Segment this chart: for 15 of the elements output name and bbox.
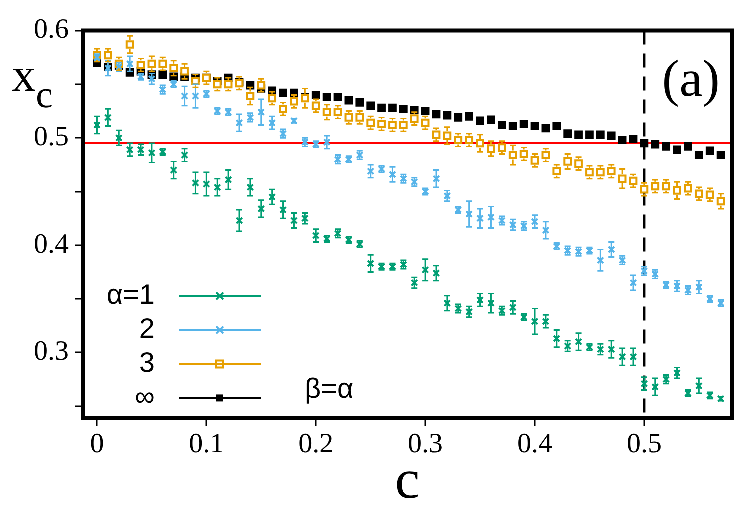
y-tick-label: 0.3 bbox=[34, 336, 69, 368]
legend-label: α=1 bbox=[106, 278, 155, 310]
legend-label: 3 bbox=[139, 346, 155, 378]
x-tick-label: 0.1 bbox=[189, 428, 224, 460]
x-tick-label: 0.5 bbox=[626, 428, 662, 460]
y-tick-label: 0.6 bbox=[34, 14, 69, 46]
y-tick-label: 0.5 bbox=[34, 121, 69, 152]
y-tick-label: 0.4 bbox=[34, 228, 69, 260]
legend-label: 2 bbox=[139, 312, 155, 344]
x-tick-label: 0 bbox=[90, 428, 104, 460]
x-tick-label: 0.2 bbox=[298, 428, 334, 460]
annotation: β=α bbox=[305, 373, 354, 404]
annotation: (a) bbox=[662, 50, 720, 108]
x-tick-label: 0.4 bbox=[518, 428, 552, 460]
legend-label: ∞ bbox=[135, 380, 155, 412]
